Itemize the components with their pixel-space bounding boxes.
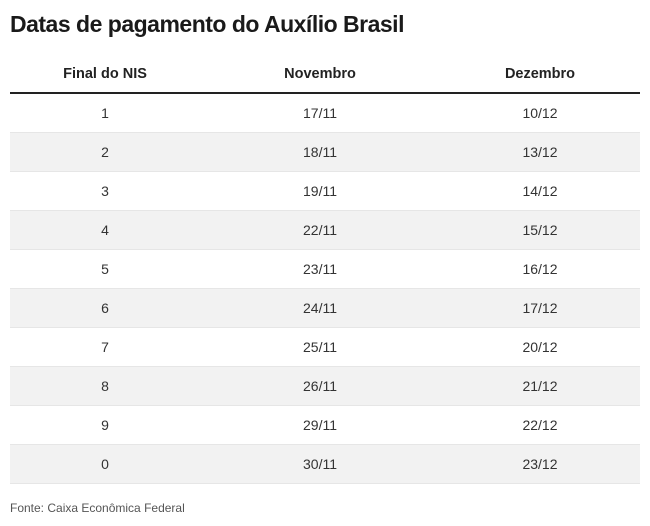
december-date-cell: 20/12 xyxy=(440,327,640,367)
nis-ending-cell: 6 xyxy=(10,288,200,328)
table-row: 4 22/11 15/12 xyxy=(10,210,640,250)
table-row: 1 17/11 10/12 xyxy=(10,93,640,133)
december-date-cell: 14/12 xyxy=(440,171,640,211)
november-date-cell: 19/11 xyxy=(200,171,440,211)
november-date-cell: 23/11 xyxy=(200,249,440,289)
november-date-cell: 29/11 xyxy=(200,405,440,445)
nis-ending-cell: 4 xyxy=(10,210,200,250)
table-row: 5 23/11 16/12 xyxy=(10,249,640,289)
november-date-cell: 25/11 xyxy=(200,327,440,367)
november-date-cell: 26/11 xyxy=(200,366,440,406)
december-date-cell: 15/12 xyxy=(440,210,640,250)
table-header-row: Final do NIS Novembro Dezembro xyxy=(10,56,640,94)
nis-ending-cell: 2 xyxy=(10,132,200,172)
december-date-cell: 16/12 xyxy=(440,249,640,289)
table-row: 2 18/11 13/12 xyxy=(10,132,640,172)
nis-ending-cell: 0 xyxy=(10,444,200,484)
column-header-nis: Final do NIS xyxy=(10,56,200,94)
nis-ending-cell: 8 xyxy=(10,366,200,406)
november-date-cell: 17/11 xyxy=(200,93,440,133)
table-row: 0 30/11 23/12 xyxy=(10,444,640,484)
table-row: 3 19/11 14/12 xyxy=(10,171,640,211)
table-header: Final do NIS Novembro Dezembro xyxy=(10,56,640,94)
nis-ending-cell: 7 xyxy=(10,327,200,367)
table-row: 7 25/11 20/12 xyxy=(10,327,640,367)
page-title: Datas de pagamento do Auxílio Brasil xyxy=(10,11,404,37)
december-date-cell: 22/12 xyxy=(440,405,640,445)
december-date-cell: 21/12 xyxy=(440,366,640,406)
table-row: 6 24/11 17/12 xyxy=(10,288,640,328)
december-date-cell: 10/12 xyxy=(440,93,640,133)
nis-ending-cell: 9 xyxy=(10,405,200,445)
nis-ending-cell: 5 xyxy=(10,249,200,289)
nis-ending-cell: 3 xyxy=(10,171,200,211)
november-date-cell: 22/11 xyxy=(200,210,440,250)
source-note: Fonte: Caixa Econômica Federal xyxy=(10,501,185,515)
december-date-cell: 13/12 xyxy=(440,132,640,172)
column-header-november: Novembro xyxy=(200,56,440,94)
november-date-cell: 30/11 xyxy=(200,444,440,484)
november-date-cell: 24/11 xyxy=(200,288,440,328)
table-body: 1 17/11 10/12 2 18/11 13/12 3 19/11 14/1… xyxy=(10,93,640,484)
nis-ending-cell: 1 xyxy=(10,93,200,133)
column-header-december: Dezembro xyxy=(440,56,640,94)
table-row: 9 29/11 22/12 xyxy=(10,405,640,445)
december-date-cell: 17/12 xyxy=(440,288,640,328)
payment-dates-table: Final do NIS Novembro Dezembro 1 17/11 1… xyxy=(10,56,640,484)
table-row: 8 26/11 21/12 xyxy=(10,366,640,406)
november-date-cell: 18/11 xyxy=(200,132,440,172)
december-date-cell: 23/12 xyxy=(440,444,640,484)
